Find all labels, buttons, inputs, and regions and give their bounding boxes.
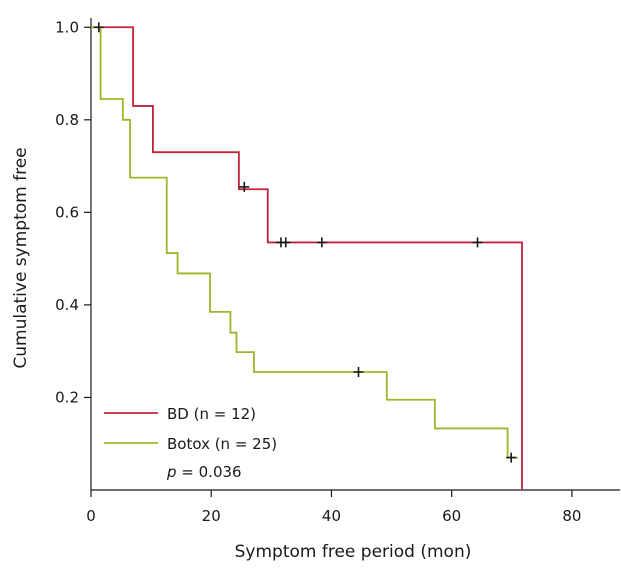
- y-tick-label: 1.0: [55, 18, 79, 36]
- x-tick-label: 40: [322, 507, 341, 525]
- plot-area: [90, 18, 620, 491]
- censor-mark-botox: [353, 367, 364, 377]
- y-tick-label: 0.4: [55, 296, 79, 314]
- y-tick-label: 0.8: [55, 111, 79, 129]
- p-value-annotation: p = 0.036: [166, 463, 242, 481]
- x-axis-title: Symptom free period (mon): [235, 542, 472, 562]
- censor-mark-bd: [316, 237, 327, 248]
- x-tick-label: 80: [562, 507, 581, 525]
- series-line-bd: [91, 26, 523, 490]
- legend-label-bd: BD (n = 12): [167, 405, 256, 423]
- censor-mark-bd: [239, 181, 250, 192]
- x-tick-label: 0: [86, 507, 96, 525]
- y-tick-label: 0.2: [55, 388, 79, 406]
- legend: BD (n = 12) Botox (n = 25) p = 0.036: [104, 405, 277, 481]
- legend-label-botox: Botox (n = 25): [167, 435, 277, 453]
- censor-mark-botox: [506, 452, 517, 463]
- series-layer: [91, 26, 523, 490]
- censor-marks: [93, 22, 517, 463]
- series-line-botox: [91, 26, 518, 459]
- y-axis-title: Cumulative symptom free: [11, 147, 31, 368]
- censor-mark-bd: [280, 237, 291, 248]
- y-tick-label: 0.6: [55, 203, 79, 221]
- censor-mark-botox: [93, 22, 104, 33]
- x-axis-ticks: 0 20 40 60 80: [86, 490, 581, 525]
- y-axis-ticks: 0.2 0.4 0.6 0.8 1.0: [55, 18, 91, 406]
- x-tick-label: 60: [442, 507, 461, 525]
- x-tick-label: 20: [202, 507, 221, 525]
- censor-mark-bd: [472, 237, 483, 248]
- p-symbol: p: [166, 463, 177, 481]
- p-value: = 0.036: [177, 463, 242, 481]
